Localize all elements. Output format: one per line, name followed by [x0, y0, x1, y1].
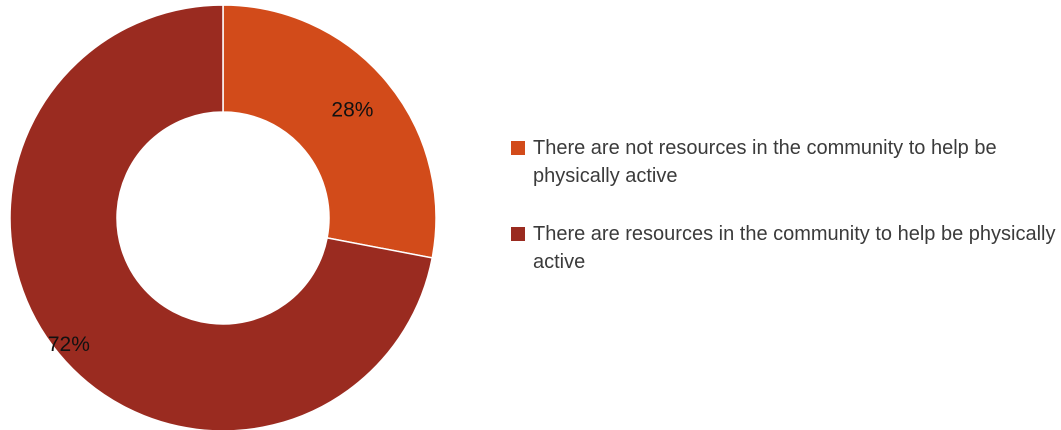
donut-chart: 28% 72%: [9, 4, 437, 430]
legend-item-resources: There are resources in the community to …: [511, 220, 1056, 276]
legend-swatch-not-resources: [511, 141, 525, 155]
legend-item-not-resources: There are not resources in the community…: [511, 134, 1056, 190]
legend-label-resources: There are resources in the community to …: [533, 223, 1056, 273]
legend: There are not resources in the community…: [511, 134, 1056, 306]
donut-labels: 28% 72%: [48, 98, 374, 356]
slice-not-resources: [222, 4, 437, 259]
donut-slices: [9, 4, 437, 430]
legend-label-not-resources: There are not resources in the community…: [533, 137, 997, 187]
legend-swatch-resources: [511, 227, 525, 241]
slice-label-resources: 72%: [48, 333, 90, 356]
slice-label-not-resources: 28%: [331, 98, 373, 121]
